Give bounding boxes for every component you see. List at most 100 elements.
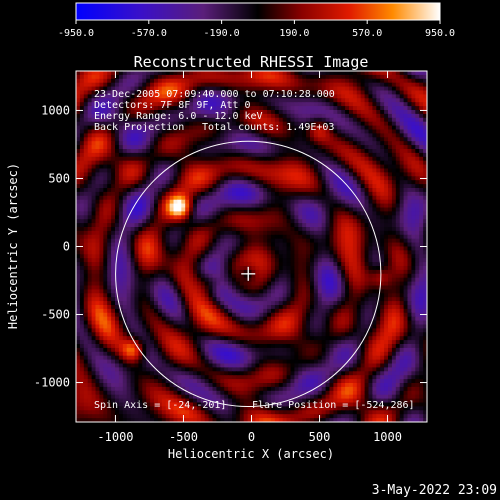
heatmap-cell: [391, 238, 397, 244]
heatmap-cell: [282, 199, 288, 205]
heatmap-cell: [204, 269, 210, 275]
heatmap-cell: [243, 156, 249, 162]
heatmap-cell: [232, 180, 237, 185]
heatmap-cell: [419, 234, 424, 240]
heatmap-cell: [193, 78, 198, 84]
heatmap-cell: [107, 117, 112, 123]
heatmap-cell: [204, 180, 210, 185]
heatmap-cell: [360, 180, 366, 185]
heatmap-cell: [118, 215, 124, 220]
heatmap-cell: [76, 184, 81, 189]
heatmap-cell: [419, 90, 424, 95]
heatmap-cell: [302, 94, 307, 99]
heatmap-cell: [368, 129, 373, 134]
heatmap-cell: [391, 90, 397, 95]
heatmap-cell: [368, 137, 373, 142]
heatmap-cell: [189, 219, 194, 224]
heatmap-cell: [196, 211, 202, 216]
heatmap-cell: [278, 234, 284, 240]
heatmap-cell: [407, 230, 412, 236]
heatmap-cell: [239, 262, 245, 267]
heatmap-cell: [87, 113, 93, 119]
heatmap-cell: [364, 195, 370, 201]
heatmap-cell: [263, 254, 268, 259]
heatmap-cell: [321, 180, 327, 185]
heatmap-cell: [388, 102, 393, 107]
heatmap-cell: [341, 82, 346, 88]
heatmap-cell: [91, 219, 97, 224]
heatmap-cell: [399, 227, 405, 232]
heatmap-cell: [193, 277, 198, 283]
heatmap-cell: [196, 102, 202, 107]
heatmap-cell: [83, 277, 89, 283]
heatmap-cell: [271, 215, 276, 220]
heatmap-cell: [107, 106, 112, 111]
heatmap-cell: [263, 203, 268, 209]
heatmap-cell: [154, 211, 159, 216]
heatmap-cell: [360, 145, 366, 150]
heatmap-cell: [83, 258, 89, 263]
heatmap-cell: [333, 137, 338, 142]
heatmap-cell: [376, 117, 381, 123]
heatmap-cell: [317, 129, 323, 134]
heatmap-cell: [243, 110, 249, 115]
heatmap-cell: [122, 203, 128, 209]
heatmap-cell: [200, 242, 206, 248]
heatmap-cell: [306, 180, 311, 185]
heatmap-cell: [216, 203, 221, 209]
heatmap-cell: [103, 207, 108, 212]
heatmap-cell: [181, 113, 186, 119]
heatmap-cell: [364, 149, 370, 154]
heatmap-cell: [142, 246, 147, 251]
heatmap-cell: [95, 82, 100, 88]
heatmap-cell: [212, 211, 217, 216]
heatmap-cell: [267, 242, 272, 248]
heatmap-cell: [200, 238, 206, 244]
heatmap-cell: [267, 281, 272, 287]
heatmap-cell: [333, 269, 338, 275]
heatmap-cell: [313, 117, 319, 123]
heatmap-cell: [235, 82, 241, 88]
heatmap-cell: [259, 246, 264, 251]
heatmap-cell: [423, 133, 427, 138]
heatmap-cell: [263, 199, 268, 205]
heatmap-cell: [130, 238, 136, 244]
heatmap-cell: [138, 269, 143, 275]
heatmap-cell: [146, 168, 151, 173]
heatmap-cell: [169, 238, 175, 244]
heatmap-cell: [294, 191, 299, 197]
heatmap-cell: [278, 90, 284, 95]
heatmap-cell: [196, 160, 202, 166]
heatmap-cell: [388, 98, 393, 103]
heatmap-cell: [391, 273, 397, 279]
heatmap-cell: [321, 258, 327, 263]
heatmap-cell: [204, 121, 210, 127]
heatmap-cell: [274, 152, 280, 158]
heatmap-cell: [126, 74, 132, 80]
heatmap-cell: [290, 199, 295, 205]
heatmap-cell: [122, 238, 128, 244]
heatmap-cell: [360, 168, 366, 173]
heatmap-cell: [349, 113, 354, 119]
heatmap-cell: [122, 106, 128, 111]
heatmap-cell: [130, 149, 136, 154]
heatmap-cell: [419, 227, 424, 232]
heatmap-cell: [388, 117, 393, 123]
heatmap-cell: [372, 125, 377, 131]
heatmap-cell: [169, 98, 175, 103]
heatmap-cell: [317, 160, 323, 166]
heatmap-cell: [111, 94, 116, 99]
heatmap-cell: [384, 277, 389, 283]
heatmap-cell: [259, 145, 264, 150]
heatmap-cell: [278, 149, 284, 154]
heatmap-cell: [384, 227, 389, 232]
heatmap-cell: [103, 281, 108, 287]
heatmap-cell: [411, 230, 416, 236]
heatmap-cell: [372, 269, 377, 275]
heatmap-cell: [196, 262, 202, 267]
heatmap-cell: [395, 117, 401, 123]
heatmap-cell: [103, 176, 108, 181]
heatmap-cell: [232, 78, 237, 84]
heatmap-cell: [329, 223, 334, 228]
heatmap-cell: [403, 90, 409, 95]
